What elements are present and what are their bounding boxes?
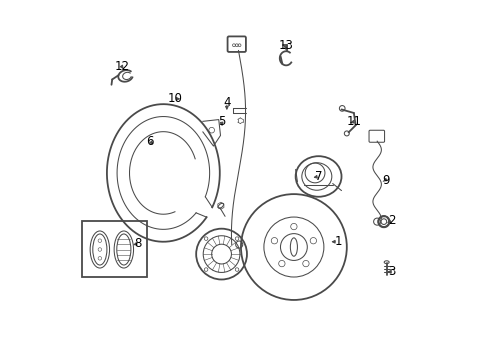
- Text: 4: 4: [223, 96, 230, 109]
- Bar: [82, 221, 147, 277]
- Text: 11: 11: [346, 115, 361, 128]
- Text: 3: 3: [387, 265, 395, 278]
- Text: 8: 8: [134, 237, 142, 250]
- Text: 1: 1: [334, 235, 341, 248]
- Text: 9: 9: [381, 174, 388, 186]
- Text: 7: 7: [314, 170, 322, 183]
- Text: 13: 13: [278, 39, 293, 52]
- Text: 12: 12: [114, 60, 129, 73]
- Text: 6: 6: [146, 135, 153, 148]
- Text: 2: 2: [387, 214, 395, 227]
- Text: 5: 5: [218, 115, 225, 128]
- Text: 10: 10: [167, 93, 182, 105]
